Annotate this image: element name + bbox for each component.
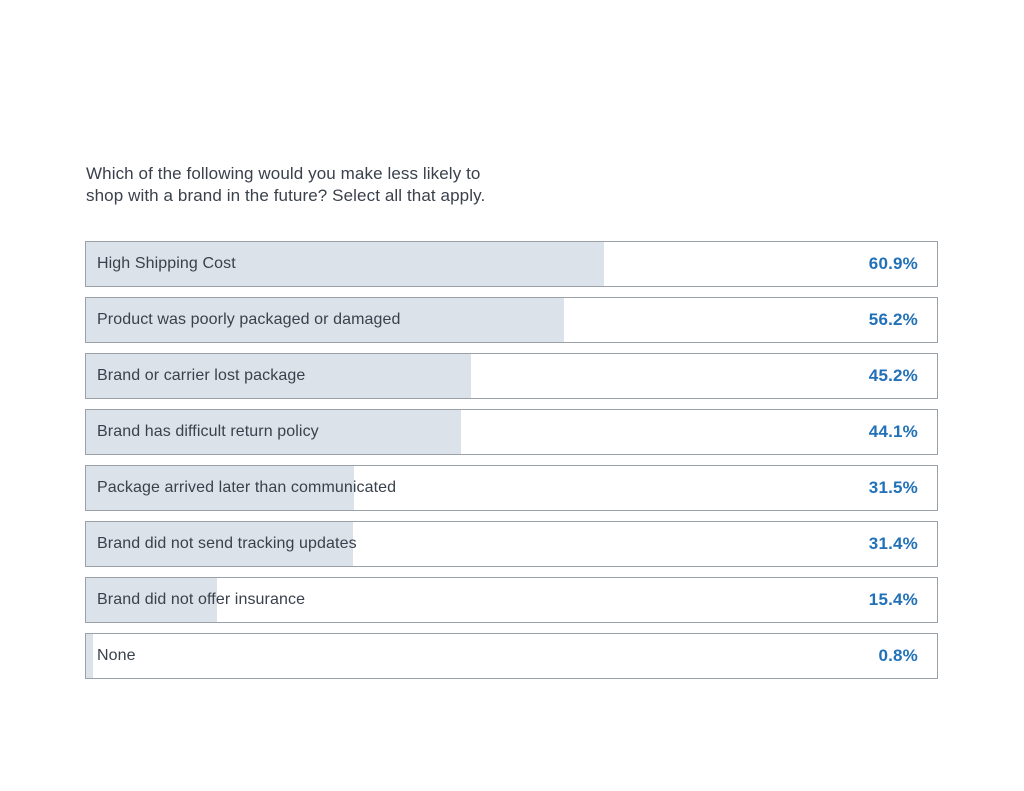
bar-value-label: 60.9% xyxy=(868,254,918,273)
bar-value-label: 44.1% xyxy=(868,422,918,441)
bar-category-label: Brand has difficult return policy xyxy=(97,423,319,440)
bar-fill xyxy=(86,578,218,622)
bar-fill xyxy=(86,634,93,678)
bar-value-label: 56.2% xyxy=(868,310,918,329)
bar-row: Product was poorly packaged or damaged 56… xyxy=(85,297,938,343)
bar-row: None 0.8% xyxy=(85,633,938,679)
bar-category-label: Brand did not send tracking updates xyxy=(97,535,357,552)
bar-fill xyxy=(86,242,605,286)
bar-fill xyxy=(86,522,354,566)
bar-row: Brand did not offer insurance 15.4% xyxy=(85,577,938,623)
bar-category-label: High Shipping Cost xyxy=(97,255,236,272)
bar-category-label: Product was poorly packaged or damaged xyxy=(97,311,401,328)
bar-value-label: 45.2% xyxy=(868,366,918,385)
bar-row: Package arrived later than communicated 3… xyxy=(85,465,938,511)
bar-fill xyxy=(86,298,565,342)
chart-title-line-2: shop with a brand in the future? Select … xyxy=(86,186,486,205)
bar-value-label: 31.5% xyxy=(868,478,918,497)
bar-fill xyxy=(86,466,355,510)
bar-category-label: Brand or carrier lost package xyxy=(97,367,306,384)
bar-category-label: None xyxy=(97,647,136,664)
bar-row: Brand did not send tracking updates 31.4% xyxy=(85,521,938,567)
bar-value-label: 31.4% xyxy=(868,534,918,553)
chart-title-line-1: Which of the following would you make le… xyxy=(86,164,481,183)
bar-fill xyxy=(86,354,471,398)
chart-title: Which of the following would you make le… xyxy=(86,163,485,207)
bar-row: High Shipping Cost 60.9% xyxy=(85,241,938,287)
bar-row: Brand or carrier lost package 45.2% xyxy=(85,353,938,399)
bar-category-label: Package arrived later than communicated xyxy=(97,479,397,496)
bar-chart: High Shipping Cost 60.9% Product was poorl… xyxy=(85,241,938,689)
bar-value-label: 15.4% xyxy=(868,590,918,609)
bar-fill xyxy=(86,410,462,454)
bar-value-label: 0.8% xyxy=(878,646,918,665)
bar-category-label: Brand did not offer insurance xyxy=(97,591,306,608)
bar-row: Brand has difficult return policy 44.1% xyxy=(85,409,938,455)
